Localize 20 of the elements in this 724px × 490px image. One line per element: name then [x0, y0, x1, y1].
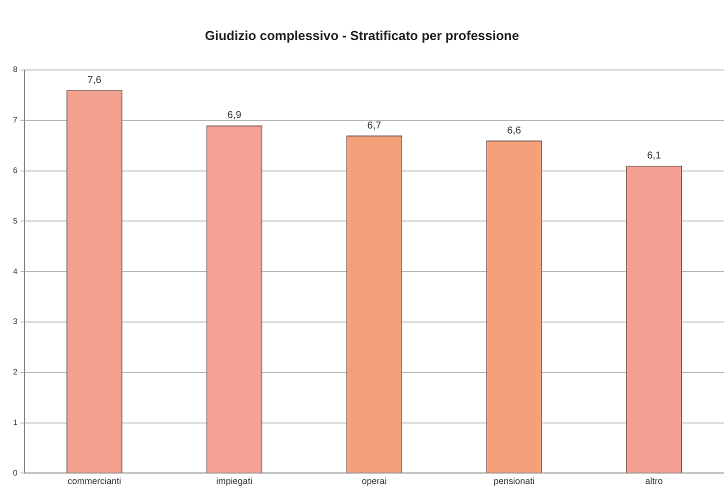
- y-tick-label: 1: [12, 418, 18, 428]
- y-tick-label: 4: [12, 266, 18, 276]
- y-tick-label: 2: [12, 368, 18, 377]
- x-tick-label: altro: [645, 476, 663, 486]
- y-tick-label: 6: [12, 166, 18, 176]
- y-tick-label: 8: [12, 65, 18, 74]
- data-label: 7,6: [87, 74, 102, 86]
- x-tick-label: impiegati: [216, 476, 252, 486]
- x-tick-label: operai: [362, 476, 387, 486]
- y-tick-label: 0: [12, 468, 18, 478]
- data-label: 6,9: [227, 110, 242, 122]
- chart-title: Giudizio complessivo - Stratificato per professione: [204, 28, 520, 43]
- y-tick-label: 5: [12, 216, 18, 226]
- data-label: 6,6: [507, 125, 522, 136]
- x-tick-label: commercianti: [68, 476, 122, 486]
- x-tick-label: pensionati: [494, 476, 535, 486]
- y-tick-label: 7: [12, 116, 18, 125]
- y-tick-label: 3: [12, 317, 18, 326]
- data-label: 6,7: [367, 120, 382, 132]
- data-label: 6,1: [647, 150, 662, 162]
